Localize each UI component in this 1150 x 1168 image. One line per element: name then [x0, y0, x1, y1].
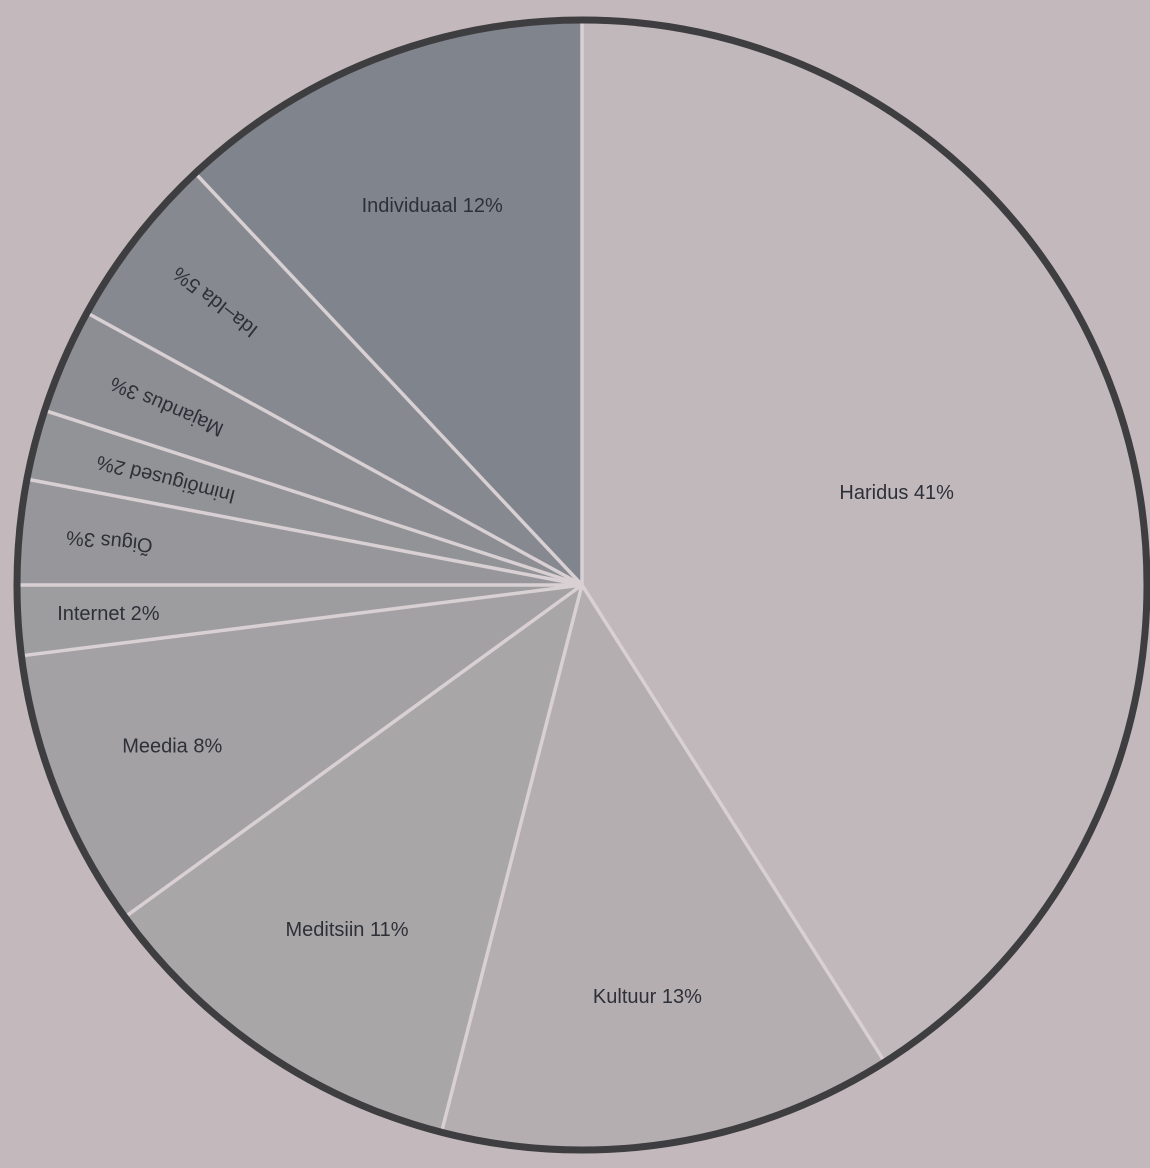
- slice-label: Meedia 8%: [122, 736, 222, 758]
- pie-slices: [17, 20, 1147, 1150]
- pie-slice: [124, 585, 582, 1133]
- pie-slice: [21, 585, 582, 918]
- slice-label: Haridus 41%: [839, 482, 954, 504]
- slice-separator: [193, 171, 584, 587]
- slice-separator: [21, 583, 583, 658]
- slice-separator: [123, 583, 584, 919]
- slice-label: Individuaal 12%: [362, 195, 503, 217]
- pie-slice: [44, 312, 582, 585]
- pie-separators: [17, 20, 887, 1133]
- pie-slice: [195, 20, 582, 585]
- slice-separator: [86, 311, 583, 587]
- slice-label: Kultuur 13%: [593, 986, 702, 1008]
- pie-slice: [441, 585, 885, 1150]
- slice-separator: [26, 477, 583, 587]
- pie-slice: [582, 20, 1147, 1063]
- pie-outline: [13, 16, 1150, 1154]
- slice-separator: [580, 584, 887, 1063]
- slice-label: Meditsiin 11%: [285, 919, 408, 941]
- pie-slice: [86, 173, 583, 585]
- slice-separator: [44, 408, 583, 587]
- slice-separator: [439, 584, 584, 1133]
- slice-label: Internet 2%: [57, 603, 160, 625]
